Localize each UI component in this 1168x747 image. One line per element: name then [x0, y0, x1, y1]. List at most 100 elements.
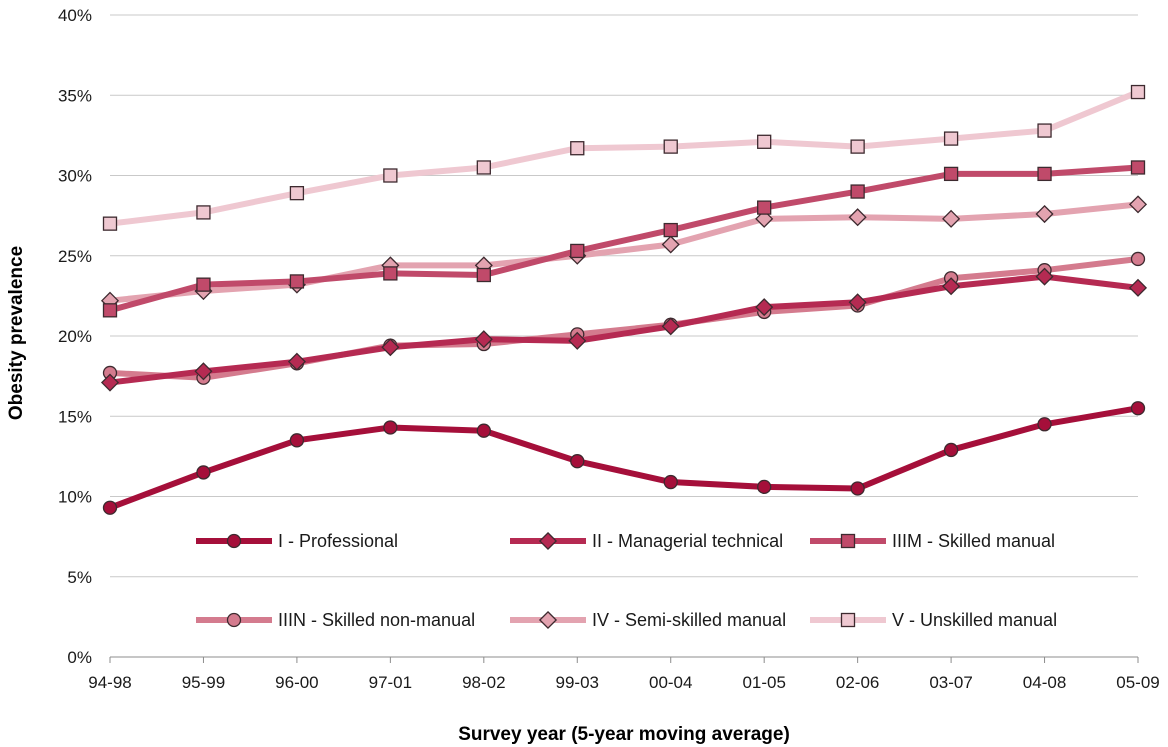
legend-item: V - Unskilled manual	[810, 610, 1057, 630]
x-tick-label: 95-99	[182, 673, 225, 692]
x-tick-label: 96-00	[275, 673, 318, 692]
legend-item: IV - Semi-skilled manual	[510, 610, 786, 630]
data-point	[102, 303, 118, 318]
series-1	[102, 401, 1146, 515]
x-tick-label: 00-04	[649, 673, 692, 692]
legend-label: IV - Semi-skilled manual	[592, 610, 786, 630]
series-line	[107, 255, 1141, 381]
legend-label: IIIN - Skilled non-manual	[278, 610, 475, 630]
data-point	[848, 208, 867, 227]
x-tick-label: 05-09	[1116, 673, 1159, 692]
data-point	[474, 330, 493, 349]
data-point	[289, 433, 305, 448]
x-tick-label: 03-07	[929, 673, 972, 692]
data-point	[196, 205, 211, 220]
data-point	[661, 235, 680, 254]
data-point	[476, 160, 491, 175]
data-point	[663, 474, 678, 490]
legend-item: IIIN - Skilled non-manual	[196, 610, 475, 630]
x-tick-label: 04-08	[1023, 673, 1066, 692]
legend: I - Professional II - Managerial technica…	[196, 531, 1057, 630]
series-line	[107, 405, 1141, 511]
y-tick-label: 20%	[58, 327, 92, 346]
y-tick-label: 15%	[58, 407, 92, 426]
y-axis-title: Obesity prevalence	[6, 246, 27, 420]
y-axis-ticks: 0% 5% 10% 15% 20% 25% 30% 35% 40%	[58, 6, 92, 667]
y-tick-label: 40%	[58, 6, 92, 25]
data-point	[383, 266, 398, 281]
x-tick-label: 99-03	[556, 673, 599, 692]
data-point	[757, 479, 772, 495]
data-point	[850, 481, 865, 496]
data-point	[381, 338, 400, 357]
series-line	[107, 164, 1141, 314]
data-point	[570, 454, 585, 469]
data-point	[1035, 267, 1054, 286]
data-point	[100, 373, 120, 392]
x-tick-label: 97-01	[369, 673, 412, 692]
data-point	[942, 277, 961, 296]
data-point	[476, 423, 491, 438]
y-tick-label: 25%	[58, 247, 92, 266]
data-point	[383, 420, 398, 435]
x-axis-title: Survey year (5-year moving average)	[458, 724, 790, 745]
legend-label: I - Professional	[278, 531, 398, 551]
data-point	[196, 277, 211, 292]
data-point	[943, 442, 959, 458]
data-point	[196, 465, 211, 480]
x-tick-label: 02-06	[836, 673, 879, 692]
series-5	[100, 195, 1148, 310]
data-point	[757, 134, 772, 149]
data-point	[755, 209, 774, 228]
y-tick-label: 10%	[58, 488, 92, 507]
legend-marker	[226, 612, 242, 628]
legend-label: V - Unskilled manual	[892, 610, 1057, 630]
data-point	[570, 243, 585, 259]
series-3	[102, 160, 1146, 318]
data-point	[755, 298, 774, 317]
series-2	[100, 267, 1148, 392]
data-point	[942, 209, 961, 228]
data-point	[570, 141, 585, 156]
data-point	[943, 131, 959, 146]
x-tick-label: 01-05	[742, 673, 785, 692]
data-point	[1130, 401, 1146, 416]
data-point	[1130, 84, 1146, 100]
data-point	[1130, 251, 1146, 267]
data-point	[663, 139, 678, 154]
data-point	[287, 352, 306, 371]
data-point	[568, 331, 587, 350]
legend-item: I - Professional	[196, 531, 398, 551]
legend-marker	[538, 610, 558, 630]
data-point	[289, 274, 305, 289]
data-point	[383, 168, 398, 183]
legend-label: IIIM - Skilled manual	[892, 531, 1055, 551]
legend-item: IIIM - Skilled manual	[810, 531, 1055, 551]
y-tick-label: 0%	[67, 648, 92, 667]
data-point	[850, 139, 865, 154]
data-point	[850, 184, 865, 199]
legend-marker	[226, 533, 242, 549]
data-point	[1037, 417, 1052, 432]
series-line	[107, 273, 1141, 386]
data-point	[102, 216, 118, 231]
series-group	[100, 84, 1148, 515]
series-line	[107, 201, 1141, 304]
data-point	[661, 317, 680, 336]
series-line	[107, 89, 1141, 227]
legend-marker	[840, 533, 856, 549]
data-point	[1037, 166, 1052, 182]
legend-marker	[840, 612, 856, 628]
series-6	[102, 84, 1146, 231]
y-tick-label: 35%	[58, 86, 92, 105]
y-tick-label: 30%	[58, 167, 92, 186]
data-point	[1128, 195, 1148, 214]
data-point	[1037, 123, 1052, 138]
data-point	[1035, 204, 1054, 224]
data-point	[848, 293, 867, 312]
data-point	[757, 200, 772, 215]
x-axis-ticks: 94-98 95-99 96-00 97-01 98-02 99-03 00-04 01-05…	[88, 657, 1160, 692]
legend-label: II - Managerial technical	[592, 531, 783, 551]
data-point	[1128, 278, 1148, 297]
